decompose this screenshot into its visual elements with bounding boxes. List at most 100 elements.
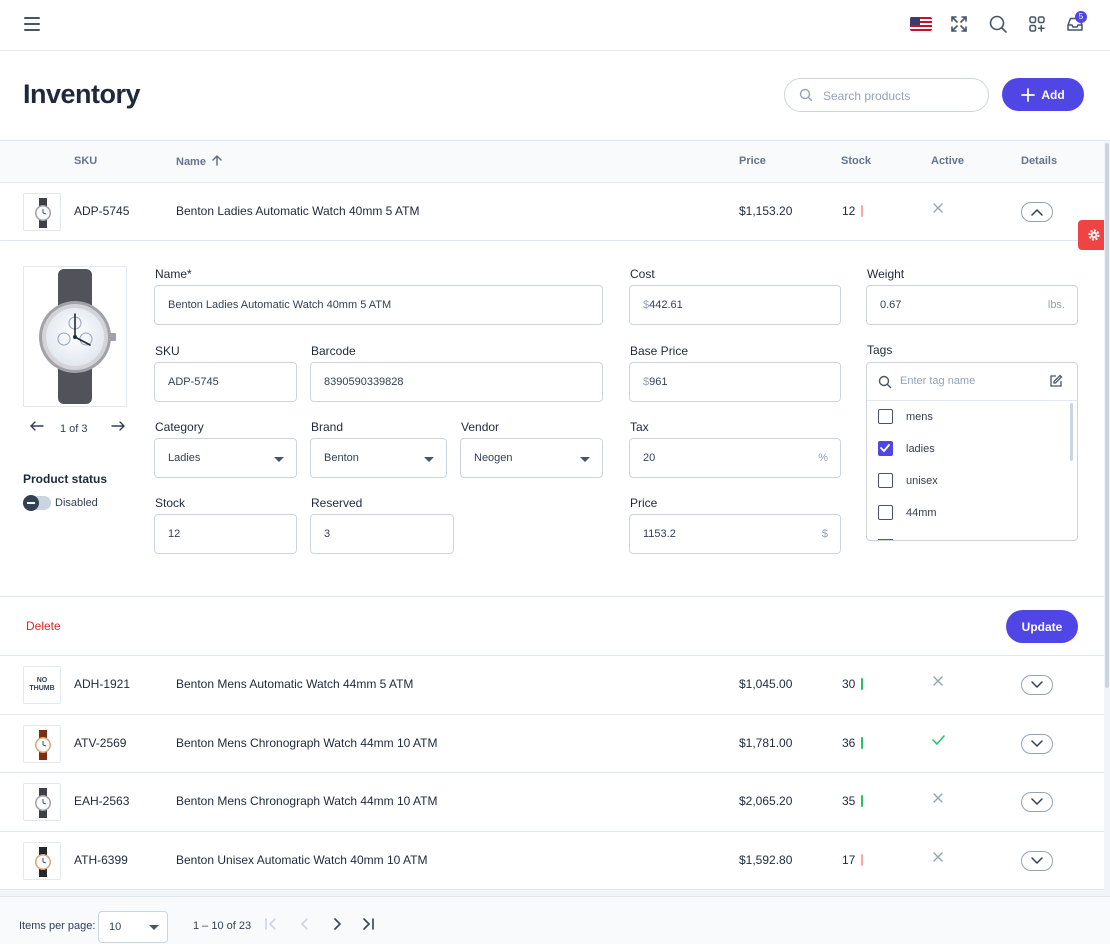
row-stock: 36: [842, 736, 864, 750]
first-page-icon[interactable]: [264, 917, 282, 935]
chevron-down-icon: [274, 457, 284, 462]
product-image: [23, 266, 127, 407]
category-select[interactable]: Ladies: [154, 438, 297, 478]
add-button-label: Add: [1041, 87, 1065, 102]
tags-scrollbar[interactable]: [1070, 403, 1073, 461]
chevron-down-icon: [1031, 857, 1043, 865]
table-row-expanded[interactable]: ADP-5745 Benton Ladies Automatic Watch 4…: [0, 183, 1104, 241]
edit-icon[interactable]: [1049, 374, 1063, 388]
fullscreen-icon[interactable]: [949, 14, 971, 36]
check-icon: [880, 444, 890, 453]
search-icon: [878, 375, 892, 389]
row-price: $1,045.00: [739, 677, 793, 691]
tag-search-input[interactable]: Enter tag name: [900, 375, 976, 387]
cost-field[interactable]: $442.61: [629, 285, 841, 325]
row-stock-value: 17: [842, 853, 856, 867]
chevron-down-icon: [149, 925, 159, 930]
delete-button[interactable]: Delete: [26, 619, 61, 633]
inactive-icon: [932, 202, 944, 217]
cost-label: Cost: [630, 267, 655, 281]
table-row[interactable]: EAH-2563 Benton Mens Chronograph Watch 4…: [0, 773, 1104, 832]
product-thumbnail: [23, 842, 61, 880]
row-sku: ATV-2569: [74, 736, 127, 750]
product-status-toggle[interactable]: [23, 495, 51, 511]
checkbox[interactable]: [878, 409, 893, 424]
checkbox[interactable]: [878, 505, 893, 520]
scrollbar-thumb[interactable]: [1105, 143, 1109, 688]
update-button[interactable]: Update: [1006, 610, 1078, 643]
name-label: Name*: [155, 267, 192, 281]
table-row[interactable]: ATH-6399 Benton Unisex Automatic Watch 4…: [0, 832, 1104, 890]
checkbox[interactable]: [878, 473, 893, 488]
barcode-field[interactable]: 8390590339828: [310, 362, 603, 402]
expand-details-button[interactable]: [1021, 792, 1053, 812]
inbox-icon[interactable]: [1065, 14, 1087, 36]
next-page-icon[interactable]: [330, 917, 348, 935]
column-header-sku[interactable]: SKU: [74, 155, 98, 167]
menu-icon[interactable]: [24, 17, 40, 31]
column-header-active[interactable]: Active: [931, 155, 965, 167]
tags-label: Tags: [867, 343, 893, 357]
image-pager-count: 1 of 3: [60, 423, 88, 435]
row-sku: ATH-6399: [74, 853, 128, 867]
column-header-name[interactable]: Name: [176, 154, 222, 168]
price-field[interactable]: 1153.2 $: [629, 514, 841, 554]
stock-level-bar: [861, 795, 864, 807]
checkbox-checked[interactable]: [878, 441, 893, 456]
page-range: 1 – 10 of 23: [193, 920, 252, 932]
items-per-page-select[interactable]: 10: [98, 911, 168, 943]
weight-label: Weight: [867, 267, 905, 281]
tax-field[interactable]: 20%: [629, 438, 841, 478]
column-header-stock[interactable]: Stock: [841, 155, 871, 167]
brand-label: Brand: [311, 420, 344, 434]
column-header-price[interactable]: Price: [739, 155, 766, 167]
expand-details-button[interactable]: [1021, 675, 1053, 695]
reserved-label: Reserved: [311, 496, 363, 510]
tag-search-row[interactable]: Enter tag name: [867, 363, 1077, 401]
chevron-up-icon: [1031, 208, 1043, 216]
details-actions: Delete Update: [0, 596, 1104, 656]
product-status-value: Disabled: [55, 497, 98, 509]
base-price-field[interactable]: $961: [629, 362, 841, 402]
product-thumbnail: NO THUMB: [23, 666, 61, 704]
row-price: $1,153.20: [739, 204, 793, 218]
page-scrollbar[interactable]: [1104, 141, 1110, 896]
table-row[interactable]: ATV-2569 Benton Mens Chronograph Watch 4…: [0, 715, 1104, 773]
row-name: Benton Unisex Automatic Watch 40mm 10 AT…: [176, 853, 428, 867]
arrow-left-icon[interactable]: [30, 421, 44, 434]
chevron-down-icon: [1031, 740, 1043, 748]
previous-page-icon[interactable]: [298, 917, 316, 935]
last-page-icon[interactable]: [361, 917, 379, 935]
row-sku: EAH-2563: [74, 794, 130, 808]
table-row[interactable]: NO THUMB ADH-1921 Benton Mens Automatic …: [0, 656, 1104, 715]
search-box[interactable]: [784, 78, 989, 112]
reserved-value: 3: [324, 528, 331, 540]
brand-select[interactable]: Benton: [310, 438, 447, 478]
chevron-down-icon: [424, 457, 434, 462]
search-icon[interactable]: [988, 14, 1010, 36]
expand-details-button[interactable]: [1021, 851, 1053, 871]
paginator: Items per page: 10 1 – 10 of 23: [0, 896, 1110, 944]
search-input[interactable]: [823, 86, 973, 106]
stock-field[interactable]: 12: [154, 514, 297, 554]
row-sku: ADH-1921: [74, 677, 131, 691]
row-stock: 12: [842, 204, 864, 218]
reserved-field[interactable]: 3: [310, 514, 454, 554]
weight-field[interactable]: 0.67 lbs.: [866, 285, 1078, 325]
barcode-value: 8390590339828: [324, 376, 404, 388]
price-value: 1153.2: [643, 528, 676, 540]
expand-details-button[interactable]: [1021, 734, 1053, 754]
arrow-right-icon[interactable]: [111, 421, 125, 434]
top-bar: 5: [0, 0, 1110, 51]
items-per-page-value: 10: [109, 921, 122, 933]
name-field[interactable]: Benton Ladies Automatic Watch 40mm 5 ATM: [154, 285, 603, 325]
vendor-select[interactable]: Neogen: [460, 438, 603, 478]
apps-icon[interactable]: [1027, 14, 1049, 36]
inactive-icon: [932, 675, 944, 690]
sku-field[interactable]: ADP-5745: [154, 362, 297, 402]
us-flag-icon[interactable]: [910, 17, 932, 31]
tax-label: Tax: [630, 420, 649, 434]
add-button[interactable]: Add: [1002, 78, 1084, 111]
row-name: Benton Mens Chronograph Watch 44mm 10 AT…: [176, 736, 438, 750]
collapse-details-button[interactable]: [1021, 202, 1053, 222]
